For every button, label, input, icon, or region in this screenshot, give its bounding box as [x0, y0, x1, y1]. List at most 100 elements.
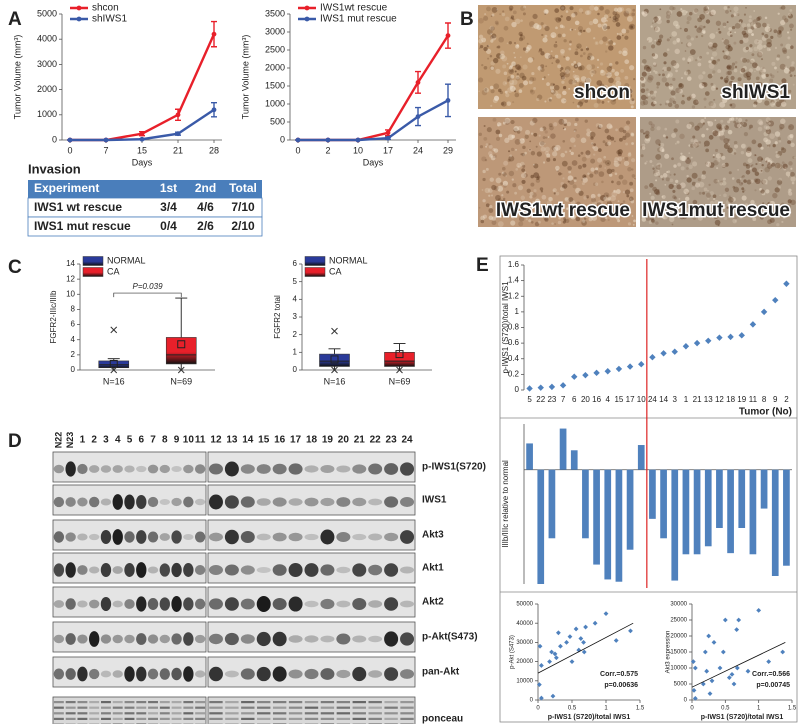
texture: [506, 42, 509, 45]
band: [100, 634, 112, 644]
band: [147, 634, 159, 644]
texture: [598, 164, 602, 168]
x-tick-label: 0: [295, 145, 300, 155]
texture: [544, 217, 549, 222]
texture: [706, 127, 709, 131]
texture: [720, 119, 724, 123]
texture: [511, 134, 516, 139]
point: [738, 332, 745, 339]
texture: [544, 34, 548, 38]
point: [537, 384, 544, 391]
texture: [788, 71, 792, 74]
texture: [660, 143, 665, 148]
texture: [664, 183, 667, 186]
texture: [730, 14, 734, 18]
band: [400, 632, 415, 646]
band: [240, 530, 255, 544]
texture: [650, 123, 655, 128]
texture: [591, 93, 596, 99]
box: [165, 337, 197, 365]
texture: [565, 10, 569, 13]
texture: [515, 64, 521, 70]
texture: [566, 206, 569, 210]
series-line: [298, 99, 449, 142]
texture: [488, 144, 493, 149]
texture: [763, 96, 766, 99]
texture: [747, 84, 752, 89]
texture: [692, 161, 698, 167]
texture: [716, 132, 721, 137]
texture: [682, 57, 686, 61]
point: [660, 350, 667, 357]
band: [124, 494, 135, 510]
texture: [569, 146, 572, 150]
texture: [513, 214, 518, 219]
legend-label: shIWS1: [92, 14, 127, 25]
texture: [591, 197, 597, 203]
texture: [624, 189, 631, 195]
band: [124, 563, 135, 577]
band: [194, 670, 206, 678]
ponceau-band: [336, 717, 351, 720]
texture: [582, 163, 587, 168]
ponceau-band: [159, 712, 170, 715]
texture: [727, 138, 731, 142]
y-axis-label: FGFR2 total: [273, 295, 282, 339]
band: [336, 566, 351, 574]
texture: [720, 76, 724, 80]
texture: [495, 22, 499, 26]
texture: [540, 146, 546, 152]
texture: [491, 33, 497, 39]
texture: [553, 43, 558, 48]
texture: [665, 136, 669, 139]
texture: [744, 87, 749, 92]
texture: [499, 53, 505, 60]
texture: [625, 7, 632, 14]
texture: [745, 6, 747, 9]
texture: [732, 185, 736, 189]
texture: [549, 212, 553, 217]
texture: [756, 17, 761, 21]
texture: [544, 214, 550, 219]
texture: [509, 85, 514, 89]
texture: [751, 163, 754, 167]
ponceau-band: [288, 701, 303, 704]
band: [194, 598, 206, 610]
texture: [558, 172, 562, 176]
band: [336, 600, 351, 608]
ponceau-band: [101, 701, 111, 704]
band: [53, 634, 65, 644]
texture: [625, 142, 629, 146]
legend-label: shcon: [92, 3, 119, 14]
lane-label: 8: [162, 435, 168, 446]
bar: [559, 428, 567, 470]
texture: [640, 94, 647, 101]
table-row: [27, 216, 263, 237]
texture: [511, 21, 517, 28]
texture: [740, 203, 744, 206]
y-tick-label: 5000: [674, 682, 688, 688]
marker: [175, 131, 181, 137]
texture: [750, 59, 755, 64]
x-tick-label: 3: [673, 395, 678, 404]
texture: [573, 130, 576, 133]
texture: [650, 199, 655, 204]
band: [256, 498, 271, 506]
texture: [567, 166, 572, 171]
band: [65, 461, 76, 477]
band: [288, 562, 303, 578]
texture: [756, 51, 763, 58]
y-tick-label: 50000: [516, 602, 533, 608]
texture: [757, 126, 763, 132]
texture: [777, 185, 781, 189]
texture: [658, 175, 661, 178]
texture: [606, 194, 609, 197]
bar: [626, 469, 634, 550]
texture: [586, 64, 593, 71]
texture: [761, 158, 764, 161]
x-tick-label: 23: [547, 395, 556, 404]
texture: [625, 120, 631, 125]
texture: [618, 161, 621, 165]
texture: [540, 141, 545, 146]
texture: [593, 37, 596, 40]
